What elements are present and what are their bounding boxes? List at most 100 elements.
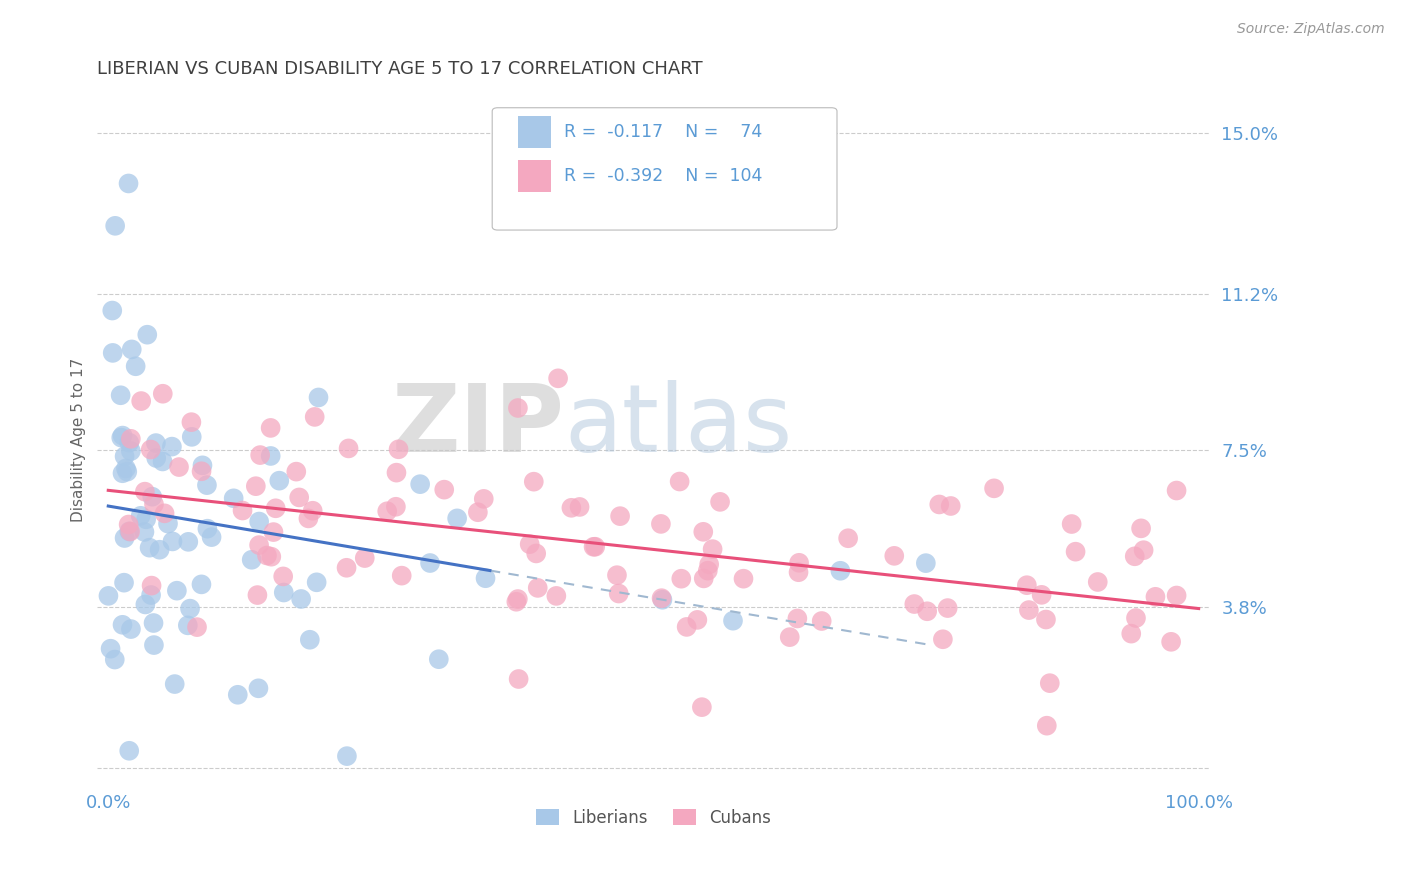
Point — [690, 700, 713, 714]
Point — [197, 522, 219, 536]
Point — [709, 495, 731, 509]
Point — [195, 478, 218, 492]
Point — [247, 515, 270, 529]
Point — [156, 516, 179, 531]
Point — [883, 549, 905, 563]
Point — [162, 534, 184, 549]
Point — [134, 598, 156, 612]
Point — [120, 444, 142, 458]
Point — [247, 681, 270, 696]
Point — [786, 611, 808, 625]
Point — [191, 458, 214, 473]
Point — [222, 491, 245, 506]
Point — [263, 525, 285, 540]
Point — [259, 421, 281, 435]
Point — [180, 415, 202, 429]
Point — [1125, 611, 1147, 625]
Y-axis label: Disability Age 5 to 17: Disability Age 5 to 17 — [72, 358, 86, 522]
Point — [467, 505, 489, 519]
Point — [232, 503, 254, 517]
Point — [675, 620, 697, 634]
Point — [686, 613, 709, 627]
Point — [1160, 635, 1182, 649]
Point — [145, 450, 167, 465]
Point — [256, 549, 278, 563]
Point — [903, 597, 925, 611]
Point — [650, 516, 672, 531]
Point — [914, 556, 936, 570]
Point — [1166, 483, 1188, 498]
Point — [129, 394, 152, 409]
Point — [167, 460, 190, 475]
Point — [607, 586, 630, 600]
Text: LIBERIAN VS CUBAN DISABILITY AGE 5 TO 17 CORRELATION CHART: LIBERIAN VS CUBAN DISABILITY AGE 5 TO 17… — [97, 60, 703, 78]
Point — [141, 579, 163, 593]
Point — [606, 568, 628, 582]
Point — [506, 592, 529, 607]
Point — [285, 465, 308, 479]
Point — [546, 589, 568, 603]
Point — [609, 509, 631, 524]
Point — [702, 542, 724, 557]
Point — [409, 477, 432, 491]
Point — [779, 630, 801, 644]
Point — [1144, 590, 1167, 604]
Point — [506, 401, 529, 415]
Point — [101, 303, 124, 318]
Point — [305, 575, 328, 590]
Point — [335, 561, 357, 575]
Point — [671, 572, 693, 586]
Point — [651, 591, 673, 606]
Point — [830, 564, 852, 578]
Point — [104, 652, 127, 666]
Point — [298, 632, 321, 647]
Point — [508, 672, 530, 686]
Point — [245, 479, 267, 493]
Point — [1035, 613, 1057, 627]
FancyBboxPatch shape — [517, 116, 551, 147]
Point — [120, 622, 142, 636]
Text: ZIP: ZIP — [392, 380, 564, 472]
Text: Source: ZipAtlas.com: Source: ZipAtlas.com — [1237, 22, 1385, 37]
Point — [104, 219, 127, 233]
Point — [118, 524, 141, 539]
Point — [582, 540, 605, 554]
Point — [1132, 543, 1154, 558]
Point — [1031, 588, 1053, 602]
Point — [505, 595, 527, 609]
Point — [179, 601, 201, 615]
Point — [180, 430, 202, 444]
Point — [114, 450, 136, 464]
Point — [387, 442, 409, 457]
Point — [260, 449, 283, 463]
Point — [721, 614, 744, 628]
Point — [142, 638, 165, 652]
Point — [134, 484, 156, 499]
Point — [1121, 626, 1143, 640]
Point — [247, 538, 270, 552]
Point — [375, 504, 398, 518]
Point — [290, 592, 312, 607]
Point — [166, 583, 188, 598]
Point — [288, 491, 311, 505]
Legend: Liberians, Cubans: Liberians, Cubans — [529, 802, 778, 833]
Point — [1064, 544, 1087, 558]
Point — [928, 498, 950, 512]
Point — [524, 546, 547, 560]
Point — [1087, 574, 1109, 589]
Point — [1060, 516, 1083, 531]
Point — [1039, 676, 1062, 690]
Point — [1123, 549, 1146, 564]
Point — [472, 491, 495, 506]
Point — [249, 448, 271, 462]
Point — [419, 556, 441, 570]
Point — [145, 436, 167, 450]
Point — [118, 435, 141, 450]
Point — [301, 504, 323, 518]
Point — [692, 524, 714, 539]
Point — [264, 501, 287, 516]
Point — [240, 553, 263, 567]
Point — [568, 500, 591, 514]
Point — [336, 749, 359, 764]
Point — [385, 466, 408, 480]
